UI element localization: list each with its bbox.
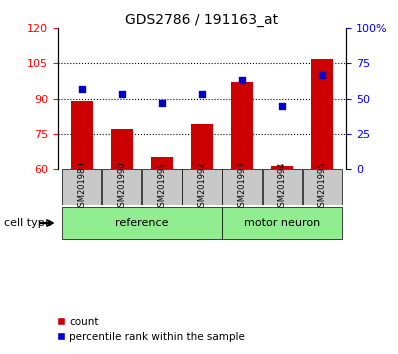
Text: GSM201989: GSM201989 [77, 162, 86, 212]
Point [319, 72, 326, 78]
Bar [222, 169, 262, 205]
Point [239, 78, 245, 83]
Bar [71, 101, 93, 169]
Point [279, 103, 285, 108]
Bar [111, 129, 133, 169]
Bar [311, 59, 333, 169]
Text: GSM201993: GSM201993 [238, 162, 247, 212]
Bar [222, 207, 342, 239]
Text: GSM201991: GSM201991 [157, 162, 166, 212]
Bar [102, 169, 141, 205]
Text: reference: reference [115, 218, 169, 228]
Text: cell type: cell type [4, 218, 52, 228]
Bar [231, 82, 253, 169]
Bar [62, 207, 222, 239]
Text: GSM201992: GSM201992 [197, 162, 207, 212]
Legend: count, percentile rank within the sample: count, percentile rank within the sample [57, 316, 245, 342]
Text: GSM201995: GSM201995 [318, 162, 327, 212]
Point [159, 100, 165, 105]
Bar [62, 169, 101, 205]
Point [119, 92, 125, 97]
Bar [263, 169, 302, 205]
Bar [271, 166, 293, 169]
Title: GDS2786 / 191163_at: GDS2786 / 191163_at [125, 13, 279, 27]
Bar [302, 169, 342, 205]
Text: motor neuron: motor neuron [244, 218, 320, 228]
Text: GSM201994: GSM201994 [278, 162, 287, 212]
Bar [191, 124, 213, 169]
Point [199, 92, 205, 97]
Point [78, 86, 85, 92]
Bar [142, 169, 181, 205]
Bar [151, 157, 173, 169]
Bar [182, 169, 222, 205]
Text: GSM201990: GSM201990 [117, 162, 126, 212]
